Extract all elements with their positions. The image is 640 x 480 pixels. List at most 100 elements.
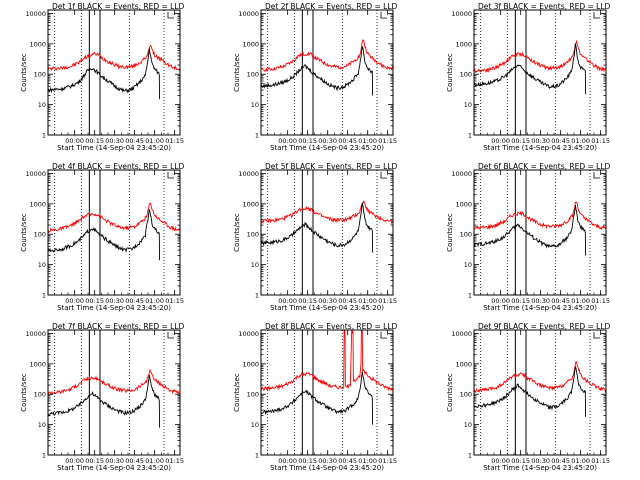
y-tick-label: 10000	[25, 170, 46, 178]
y-tick-label: 1000	[455, 40, 472, 48]
y-tick-label: 10	[38, 421, 46, 429]
events-series-line	[474, 43, 587, 95]
lld-series-line	[261, 330, 393, 392]
series-group	[261, 200, 393, 253]
x-tick-label: 00:00	[491, 297, 510, 305]
lld-series-line	[48, 368, 180, 396]
panel-title: Det 6f BLACK = Events, RED = LLD	[478, 162, 611, 171]
y-axis-label: Counts/sec	[20, 53, 28, 92]
x-tick-label: 00:45	[338, 297, 357, 305]
x-tick-label: 00:00	[278, 297, 297, 305]
y-tick-label: 100	[34, 231, 46, 239]
x-axis-label: Start Time (14-Sep-04 23:45:20)	[57, 144, 171, 152]
plot-frame	[47, 9, 181, 136]
events-series-line	[48, 375, 161, 428]
corner-bracket-mark	[593, 172, 600, 179]
x-tick-label: 00:30	[105, 137, 124, 145]
events-series-line	[48, 48, 161, 100]
x-tick-label: 00:30	[318, 457, 337, 465]
y-tick-label: 1	[42, 452, 46, 460]
x-tick-label: 00:00	[491, 457, 510, 465]
plot-frame	[260, 9, 394, 136]
series-group	[474, 361, 606, 417]
panel-title: Det 3f BLACK = Events, RED = LLD	[478, 2, 611, 11]
plot-frame	[473, 9, 607, 136]
detector-panel: Det 2f BLACK = Events, RED = LLD 1 10 100 10…	[233, 2, 398, 152]
series-group	[474, 39, 606, 95]
y-tick-label: 100	[247, 231, 259, 239]
y-tick-label: 10	[464, 261, 472, 269]
x-axis-label: Start Time (14-Sep-04 23:45:20)	[483, 464, 597, 472]
detector-panel: Det 1f BLACK = Events, RED = LLD 1 10 100 10…	[20, 2, 185, 152]
y-tick-label: 100	[460, 71, 472, 79]
corner-bracket-mark	[593, 332, 600, 339]
y-tick-label: 10	[251, 101, 259, 109]
x-tick-label: 00:30	[531, 137, 550, 145]
plot-frame	[473, 329, 607, 456]
panel-title: Det 7f BLACK = Events, RED = LLD	[52, 322, 185, 331]
x-tick-label: 00:15	[85, 457, 104, 465]
y-tick-label: 10000	[25, 330, 46, 338]
detector-panel: Det 7f BLACK = Events, RED = LLD 1 10 100 10…	[20, 322, 185, 472]
y-tick-label: 10	[251, 421, 259, 429]
lld-series-line	[474, 201, 606, 231]
x-tick-label: 00:15	[511, 457, 530, 465]
x-tick-label: 01:00	[571, 457, 590, 465]
x-tick-label: 01:00	[145, 297, 164, 305]
lld-series-line	[48, 44, 180, 72]
y-tick-label: 1000	[242, 360, 259, 368]
x-tick-label: 00:15	[298, 137, 317, 145]
y-tick-label: 10000	[451, 10, 472, 18]
corner-bracket-mark	[167, 12, 174, 19]
detector-panel: Det 9f BLACK = Events, RED = LLD 1 10 100 10…	[446, 322, 611, 472]
x-tick-label: 01:15	[165, 137, 184, 145]
detector-panel: Det 6f BLACK = Events, RED = LLD 1 10 100 10…	[446, 162, 611, 312]
y-axis-label: Counts/sec	[233, 373, 241, 412]
x-axis-label: Start Time (14-Sep-04 23:45:20)	[270, 144, 384, 152]
x-tick-label: 00:30	[105, 297, 124, 305]
series-group	[261, 330, 393, 425]
corner-bracket-mark	[380, 12, 387, 19]
y-tick-label: 10000	[238, 10, 259, 18]
x-tick-label: 01:00	[571, 137, 590, 145]
y-tick-label: 10	[464, 101, 472, 109]
y-tick-label: 100	[460, 391, 472, 399]
x-tick-label: 01:00	[358, 457, 377, 465]
y-tick-label: 100	[460, 231, 472, 239]
y-axis-label: Counts/sec	[233, 213, 241, 252]
detector-panel: Det 3f BLACK = Events, RED = LLD 1 10 100 10…	[446, 2, 611, 152]
x-axis-label: Start Time (14-Sep-04 23:45:20)	[57, 464, 171, 472]
x-tick-label: 00:30	[318, 137, 337, 145]
series-group	[48, 368, 180, 428]
panel-title: Det 1f BLACK = Events, RED = LLD	[52, 2, 185, 11]
x-tick-label: 00:15	[85, 297, 104, 305]
x-tick-label: 01:15	[378, 297, 397, 305]
y-tick-label: 10	[38, 101, 46, 109]
x-tick-label: 00:45	[551, 457, 570, 465]
x-tick-label: 01:00	[145, 457, 164, 465]
x-tick-label: 01:15	[165, 297, 184, 305]
y-tick-label: 1	[468, 452, 472, 460]
y-tick-label: 10000	[25, 10, 46, 18]
y-tick-label: 1	[255, 132, 259, 140]
y-tick-label: 1	[468, 132, 472, 140]
x-axis-label: Start Time (14-Sep-04 23:45:20)	[483, 144, 597, 152]
series-group	[48, 202, 180, 261]
x-axis-label: Start Time (14-Sep-04 23:45:20)	[57, 304, 171, 312]
lld-series-line	[474, 361, 606, 394]
plot-frame	[47, 169, 181, 296]
y-tick-label: 1000	[29, 200, 46, 208]
x-tick-label: 00:45	[338, 457, 357, 465]
y-axis-label: Counts/sec	[446, 213, 454, 252]
x-tick-label: 00:45	[338, 137, 357, 145]
events-series-line	[261, 202, 374, 253]
lld-series-line	[48, 202, 180, 234]
x-tick-label: 01:15	[591, 457, 610, 465]
y-tick-label: 10000	[238, 170, 259, 178]
x-tick-label: 01:00	[571, 297, 590, 305]
y-tick-label: 100	[34, 71, 46, 79]
corner-bracket-mark	[380, 332, 387, 339]
series-group	[48, 44, 180, 100]
corner-bracket-mark	[380, 172, 387, 179]
